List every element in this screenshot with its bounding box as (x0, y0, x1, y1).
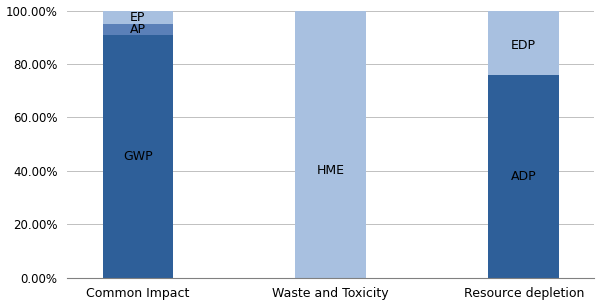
Text: GWP: GWP (123, 150, 152, 163)
Bar (295, 10, 366, 278)
Text: EDP: EDP (511, 39, 536, 52)
Text: HME: HME (317, 164, 345, 177)
Text: EP: EP (130, 11, 146, 24)
Bar (488, 75, 559, 278)
Text: ADP: ADP (511, 170, 536, 183)
Bar (103, 35, 173, 278)
Bar (103, 24, 173, 35)
Text: AP: AP (130, 23, 146, 36)
Bar (488, 10, 559, 75)
Bar (103, 10, 173, 24)
